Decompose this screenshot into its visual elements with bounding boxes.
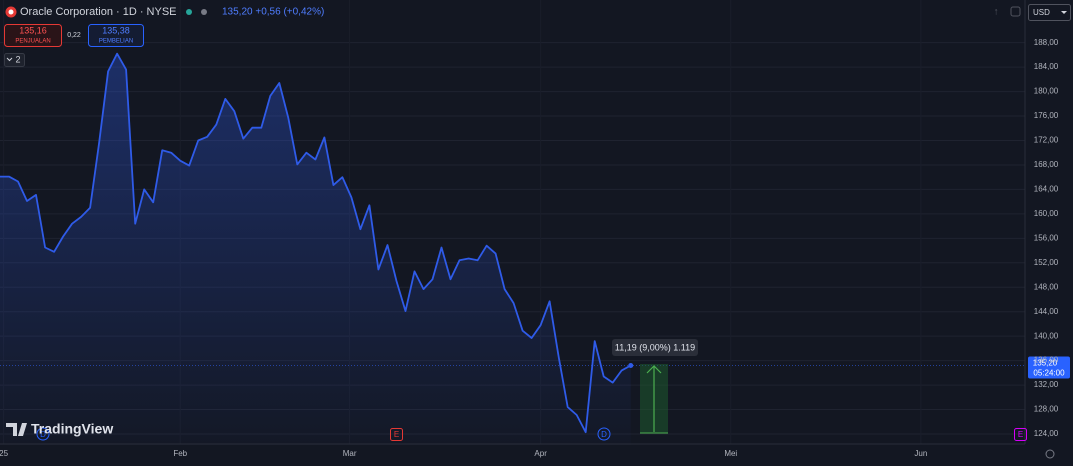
- sell-price: 135,16: [19, 25, 47, 35]
- measure-label: 11,19 (9,00%) 1.119: [615, 342, 695, 352]
- indicator-toggle[interactable]: [4, 53, 25, 67]
- x-tick-label: Jun: [914, 449, 927, 458]
- x-tick-label: Feb: [173, 449, 187, 458]
- y-tick-label: 128,00: [1034, 405, 1059, 414]
- symbol-title[interactable]: Oracle Corporation · 1D · NYSE: [20, 6, 177, 18]
- event-marker[interactable]: [36, 427, 50, 441]
- x-tick-label: Apr: [534, 449, 547, 458]
- event-marker[interactable]: [1014, 428, 1027, 441]
- x-tick-label: 25: [0, 449, 9, 458]
- last-point: [628, 363, 634, 369]
- status-dot: [201, 9, 207, 15]
- currency: USD: [1033, 8, 1050, 17]
- y-tick-label: 184,00: [1034, 62, 1059, 71]
- toolbar-icon[interactable]: [1010, 6, 1021, 17]
- measure-arrow: [646, 365, 662, 374]
- price-tag-time: 05:24:00: [1033, 369, 1065, 378]
- y-tick-label: 160,00: [1034, 209, 1059, 218]
- y-tick-label: 188,00: [1034, 38, 1059, 47]
- settings-icon[interactable]: [1045, 449, 1055, 459]
- x-tick-label: Mar: [343, 449, 357, 458]
- y-tick-label: 164,00: [1034, 185, 1059, 194]
- sell-label: PENJUALAN: [15, 39, 50, 45]
- price-line: [0, 52, 632, 434]
- event-label: E: [394, 430, 399, 439]
- y-tick-label: 136,00: [1034, 356, 1059, 365]
- event-label: E: [1018, 430, 1023, 439]
- buy-label: PEMBELIAN: [99, 39, 133, 45]
- y-tick-label: 148,00: [1034, 282, 1059, 291]
- y-tick-label: 144,00: [1034, 307, 1059, 316]
- event-marker[interactable]: [390, 428, 403, 441]
- chevron: [1061, 11, 1067, 14]
- price-tag-price: 135,20: [1033, 359, 1058, 368]
- event-label: D: [601, 430, 607, 439]
- y-tick-label: 176,00: [1034, 111, 1059, 120]
- y-tick-label: 168,00: [1034, 160, 1059, 169]
- y-tick-label: 172,00: [1034, 136, 1059, 145]
- y-tick-label: 156,00: [1034, 233, 1059, 242]
- x-tick-label: Mei: [724, 449, 737, 458]
- symbol-logo: [8, 9, 14, 15]
- brand-name: TradingView: [31, 421, 113, 437]
- area-fill: [0, 53, 631, 445]
- currency-select[interactable]: [1028, 4, 1071, 21]
- brand-mark: [6, 423, 27, 436]
- y-tick-label: 180,00: [1034, 87, 1059, 96]
- event-label: D: [40, 430, 46, 439]
- y-tick-label: 152,00: [1034, 258, 1059, 267]
- plot: [0, 52, 1025, 445]
- indicator-count: 2: [15, 54, 20, 64]
- spread: 0,22: [67, 32, 81, 39]
- price-tag-box: [1028, 356, 1070, 379]
- status-dot: [186, 9, 192, 15]
- sell-button[interactable]: [4, 24, 62, 47]
- toolbar-icon[interactable]: ↑: [994, 7, 999, 18]
- buy-price: 135,38: [102, 25, 130, 35]
- event-marker[interactable]: [597, 427, 611, 441]
- quote: 135,20 +0,56 (+0,42%): [222, 7, 324, 18]
- buy-button[interactable]: [88, 24, 144, 47]
- measure-label-box: [612, 339, 698, 356]
- chevron: [6, 57, 13, 62]
- y-tick-label: 124,00: [1034, 429, 1059, 438]
- y-tick-label: 140,00: [1034, 331, 1059, 340]
- y-tick-label: 132,00: [1034, 380, 1059, 389]
